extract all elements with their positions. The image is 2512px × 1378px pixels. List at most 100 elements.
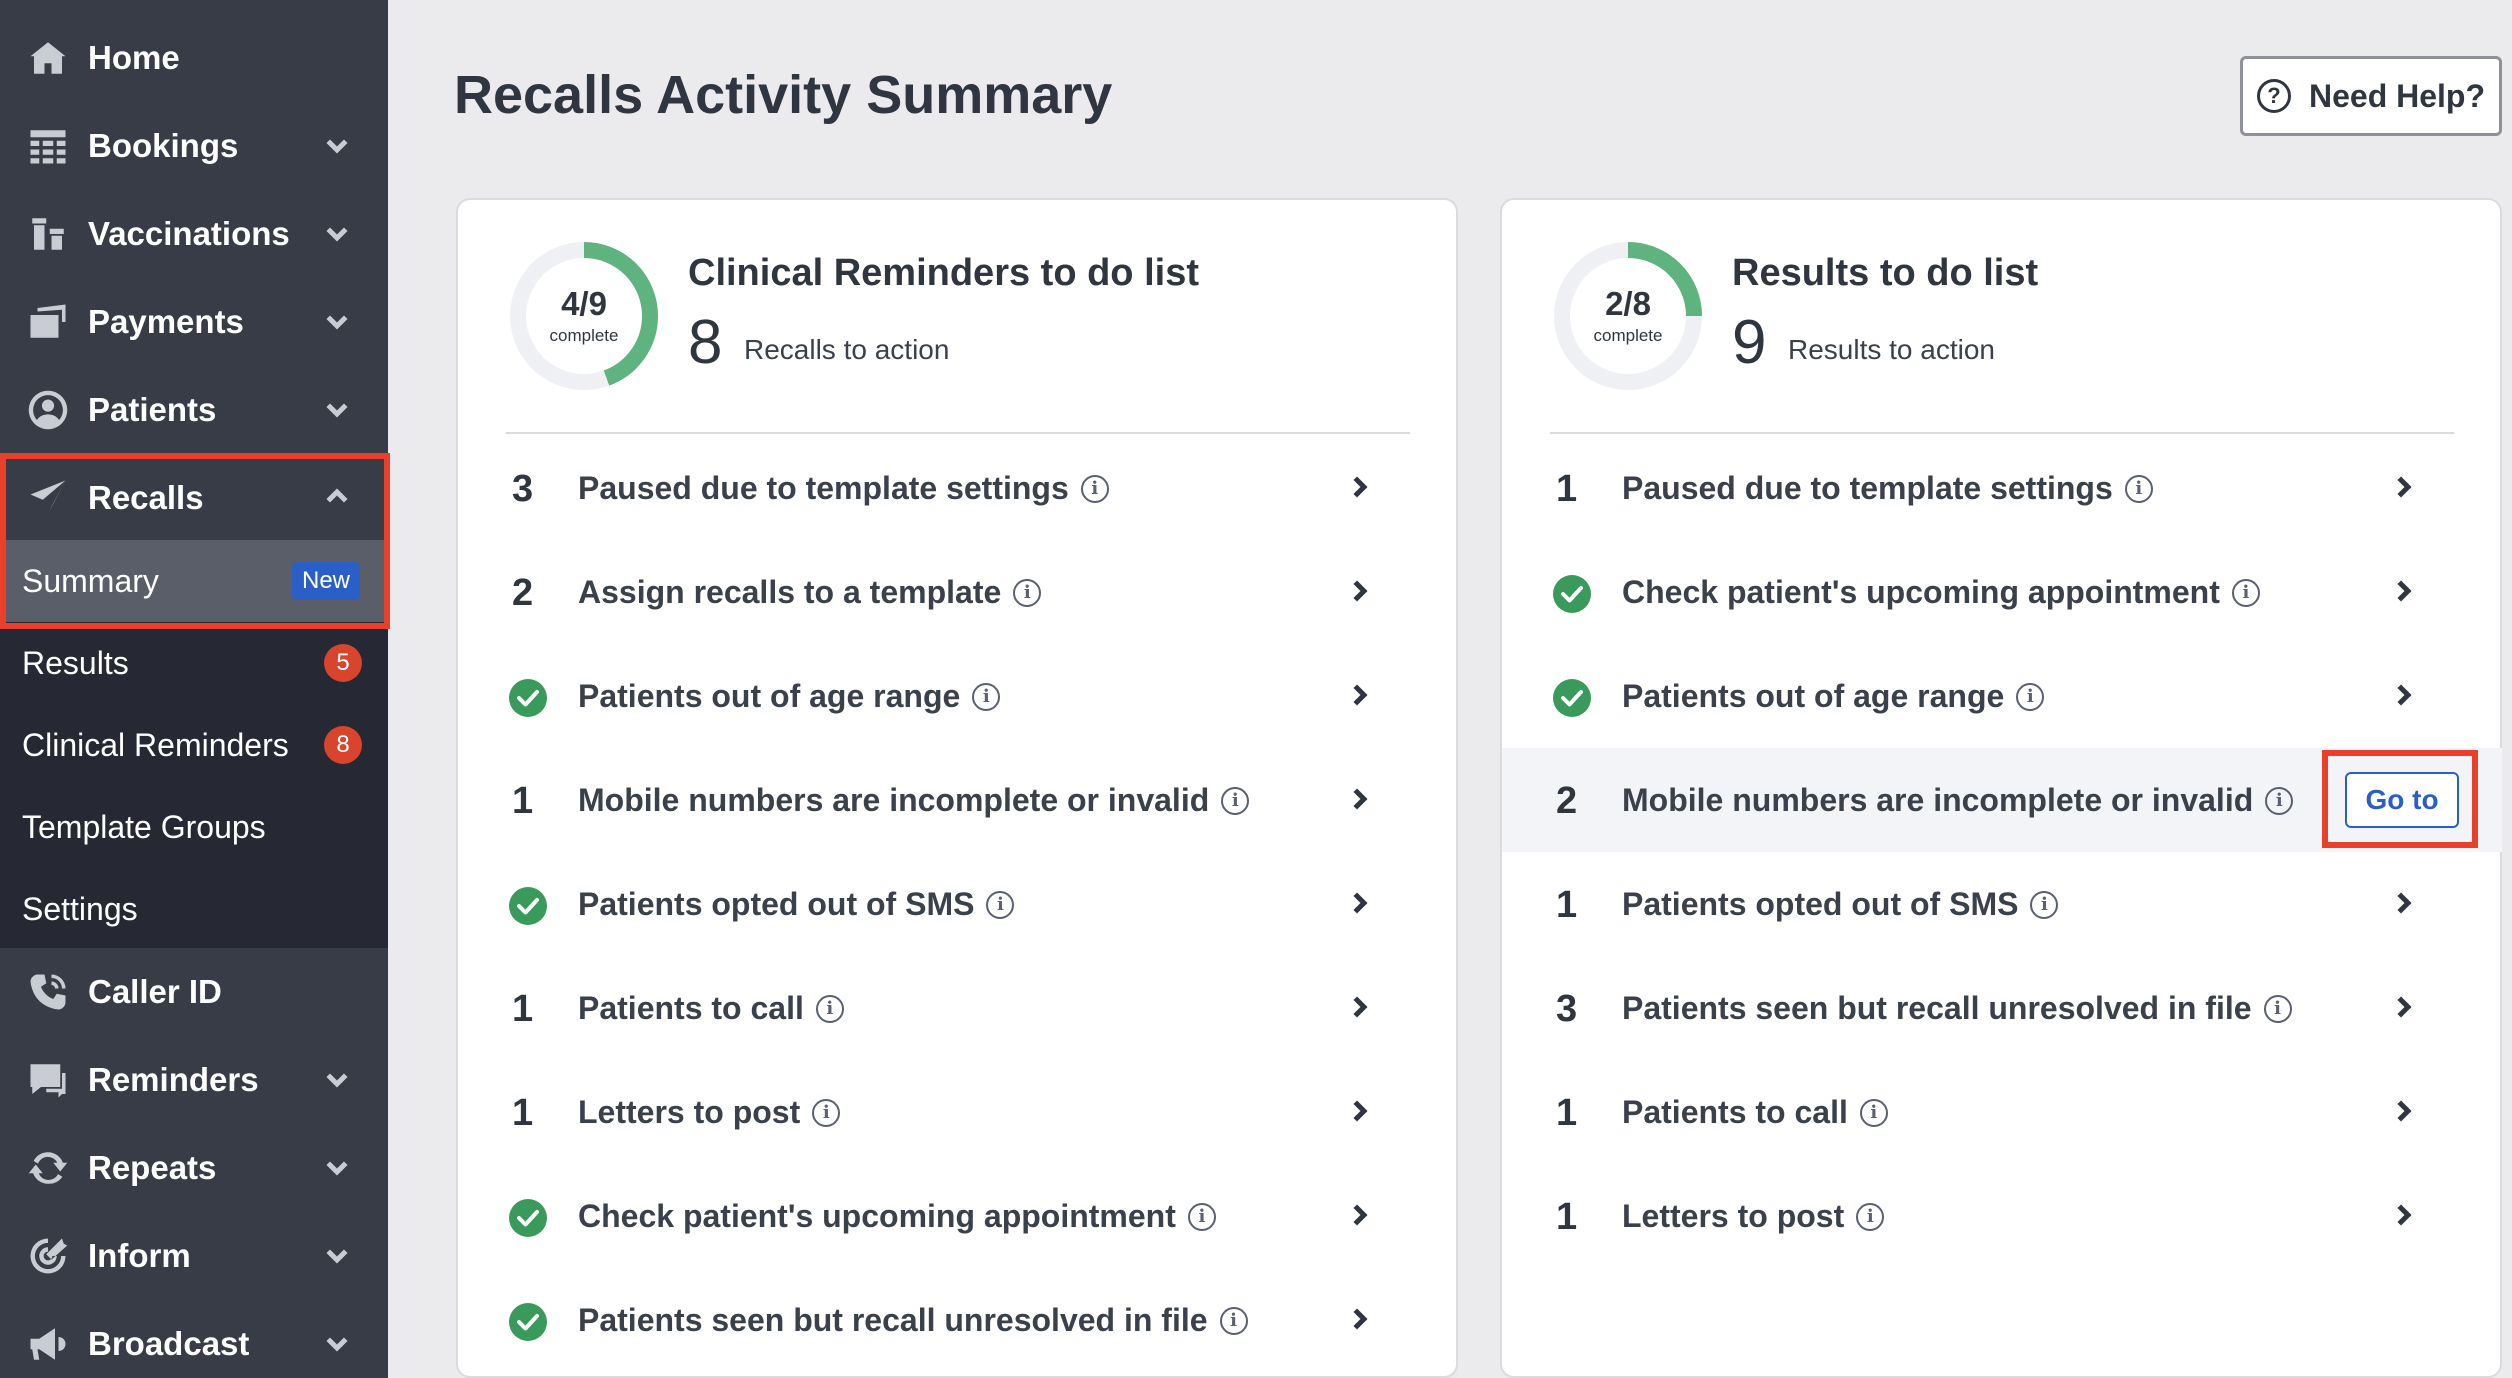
chevron-down-icon [322, 1064, 352, 1094]
list-item-check-patient-s-upcoming-appointment[interactable]: Check patient's upcoming appointment i [1502, 540, 2502, 644]
item-label-text: Mobile numbers are incomplete or invalid [1622, 782, 2254, 818]
progress-fraction: 4/9 [561, 284, 607, 322]
list-item-patients-opted-out-of-sms[interactable]: Patients opted out of SMS i [458, 852, 1458, 956]
info-icon[interactable]: i [1187, 1202, 1216, 1231]
progress-fraction: 2/8 [1605, 284, 1651, 322]
info-icon[interactable]: i [2030, 890, 2059, 919]
item-label: Patients out of age range i [1622, 678, 2045, 715]
question-icon: ? [2256, 79, 2291, 113]
sidebar-item-repeats[interactable]: Repeats [0, 1124, 388, 1212]
item-label: Mobile numbers are incomplete or invalid… [578, 782, 1250, 819]
info-icon[interactable]: i [986, 890, 1015, 919]
info-icon[interactable]: i [1080, 474, 1109, 503]
chevron-down-icon [322, 306, 352, 336]
info-icon[interactable]: i [2016, 682, 2045, 711]
chat-icon [26, 1058, 70, 1102]
sidebar-item-label: Vaccinations [88, 215, 290, 252]
go-to-button[interactable]: Go to [2345, 772, 2459, 828]
item-label-text: Patients seen but recall unresolved in f… [578, 1302, 1208, 1338]
item-label-text: Check patient's upcoming appointment [578, 1198, 1176, 1234]
info-icon[interactable]: i [2231, 578, 2260, 607]
info-icon[interactable]: i [815, 994, 844, 1023]
list-item-letters-to-post[interactable]: 1 Letters to post i [1502, 1164, 2502, 1268]
progress-donut [510, 242, 658, 390]
sidebar-item-patients[interactable]: Patients [0, 366, 388, 454]
sidebar-item-clinical-reminders[interactable]: Clinical Reminders 8 [0, 704, 388, 786]
sidebar-item-caller-id[interactable]: Caller ID [0, 948, 388, 1036]
item-label: Patients to call i [1622, 1094, 1888, 1131]
progress-text: 2/8 complete [1550, 238, 1706, 394]
chevron-up-icon [322, 482, 352, 512]
sidebar-item-settings[interactable]: Settings [0, 868, 388, 950]
list-item-patients-out-of-age-range[interactable]: Patients out of age range i [1502, 644, 2502, 748]
list-item-assign-recalls-to-a-template[interactable]: 2 Assign recalls to a template i [458, 540, 1458, 644]
need-help-button[interactable]: ? Need Help? [2240, 56, 2502, 136]
home-icon [26, 36, 70, 80]
item-count: 1 [1556, 1196, 1578, 1238]
item-label: Paused due to template settings i [578, 470, 1109, 507]
info-icon[interactable]: i [1859, 1098, 1888, 1127]
item-label: Check patient's upcoming appointment i [1622, 574, 2260, 611]
list-item-patients-seen-but-recall-unresolved-in-file[interactable]: Patients seen but recall unresolved in f… [458, 1268, 1458, 1372]
item-label: Letters to post i [1622, 1198, 1885, 1235]
list-item-patients-opted-out-of-sms[interactable]: 1 Patients opted out of SMS i [1502, 852, 2502, 956]
info-icon[interactable]: i [972, 682, 1001, 711]
chevron-down-icon [322, 1328, 352, 1358]
list-item-patients-to-call[interactable]: 1 Patients to call i [1502, 1060, 2502, 1164]
info-icon[interactable]: i [1013, 578, 1042, 607]
sidebar-item-recalls[interactable]: Recalls [0, 454, 388, 542]
info-icon[interactable]: i [1856, 1202, 1885, 1231]
sidebar-item-inform[interactable]: Inform [0, 1212, 388, 1300]
sidebar-item-broadcast[interactable]: Broadcast [0, 1300, 388, 1378]
info-icon[interactable]: i [2263, 994, 2292, 1023]
progress-label: complete [1593, 325, 1663, 345]
list-item-patients-out-of-age-range[interactable]: Patients out of age range i [458, 644, 1458, 748]
item-label: Patients opted out of SMS i [1622, 886, 2059, 923]
list-item-paused-due-to-template-settings[interactable]: 3 Paused due to template settings i [458, 436, 1458, 540]
item-label-text: Patients out of age range [1622, 678, 2005, 714]
sidebar-item-home[interactable]: Home [0, 14, 388, 102]
chevron-right-icon [2388, 1200, 2418, 1230]
item-count: 2 [512, 572, 534, 614]
chevron-right-icon [1344, 888, 1374, 918]
check-circle-icon [508, 678, 548, 718]
page-title: Recalls Activity Summary [454, 65, 1113, 125]
item-label-text: Patients seen but recall unresolved in f… [1622, 990, 2252, 1026]
chevron-down-icon [322, 394, 352, 424]
item-label: Assign recalls to a template i [578, 574, 1042, 611]
chevron-right-icon [1344, 472, 1374, 502]
check-circle-icon [508, 1198, 548, 1238]
info-icon[interactable]: i [1221, 786, 1250, 815]
info-icon[interactable]: i [2124, 474, 2153, 503]
list-item-patients-to-call[interactable]: 1 Patients to call i [458, 956, 1458, 1060]
sidebar-item-summary[interactable]: Summary New [0, 540, 388, 622]
info-icon[interactable]: i [1219, 1306, 1248, 1335]
chevron-down-icon [322, 218, 352, 248]
chevron-right-icon [2388, 472, 2418, 502]
info-icon[interactable]: i [812, 1098, 841, 1127]
sidebar-item-label: Payments [88, 303, 244, 340]
sidebar-item-vaccinations[interactable]: Vaccinations [0, 190, 388, 278]
list-item-letters-to-post[interactable]: 1 Letters to post i [458, 1060, 1458, 1164]
list-item-check-patient-s-upcoming-appointment[interactable]: Check patient's upcoming appointment i [458, 1164, 1458, 1268]
sidebar-item-template-groups[interactable]: Template Groups [0, 786, 388, 868]
item-label-text: Letters to post [578, 1094, 801, 1130]
chevron-right-icon [2388, 992, 2418, 1022]
sidebar-item-results[interactable]: Results 5 [0, 622, 388, 704]
sidebar-item-bookings[interactable]: Bookings [0, 102, 388, 190]
card-icon [26, 300, 70, 344]
list-item-patients-seen-but-recall-unresolved-in-file[interactable]: 3 Patients seen but recall unresolved in … [1502, 956, 2502, 1060]
info-icon[interactable]: i [2265, 786, 2294, 815]
sidebar-item-reminders[interactable]: Reminders [0, 1036, 388, 1124]
sidebar-item-payments[interactable]: Payments [0, 278, 388, 366]
list-item-mobile-numbers-are-incomplete-or-invalid[interactable]: 2 Mobile numbers are incomplete or invali… [1502, 748, 2502, 852]
clinical-reminders-card: 4/9 complete Clinical Reminders to do li… [456, 198, 1458, 1378]
list-item-mobile-numbers-are-incomplete-or-invalid[interactable]: 1 Mobile numbers are incomplete or invali… [458, 748, 1458, 852]
sidebar: Home Bookings Vaccinations Payments [0, 0, 390, 1378]
list-item-paused-due-to-template-settings[interactable]: 1 Paused due to template settings i [1502, 436, 2502, 540]
count-badge: 8 [324, 726, 362, 764]
item-label: Patients seen but recall unresolved in f… [578, 1302, 1248, 1339]
refresh-icon [26, 1146, 70, 1190]
sidebar-item-label: Patients [88, 391, 217, 428]
